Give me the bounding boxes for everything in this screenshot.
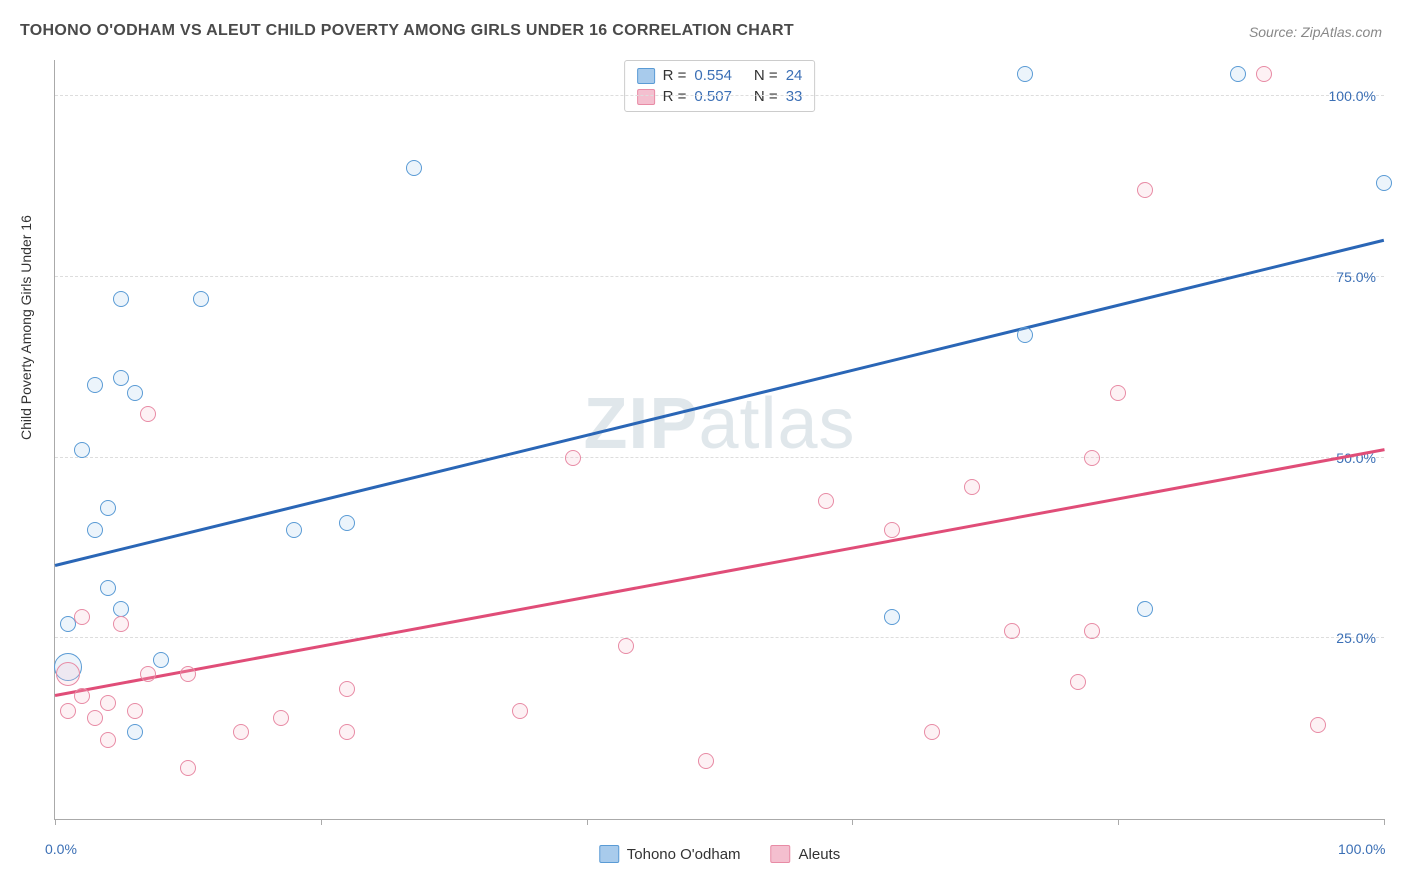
scatter-point: [100, 500, 116, 516]
n-value-series2: 33: [786, 88, 803, 105]
x-tick-mark: [55, 819, 56, 825]
x-tick-mark: [852, 819, 853, 825]
scatter-point: [339, 681, 355, 697]
trend-line: [55, 238, 1385, 566]
legend-item-series2: Aleuts: [771, 845, 841, 863]
x-tick-mark: [321, 819, 322, 825]
scatter-point: [565, 450, 581, 466]
scatter-point: [127, 724, 143, 740]
scatter-point: [1084, 623, 1100, 639]
scatter-point: [113, 291, 129, 307]
x-tick-mark: [1384, 819, 1385, 825]
x-tick-label: 100.0%: [1338, 841, 1385, 857]
gridline: [55, 276, 1384, 277]
r-label: R =: [663, 88, 687, 105]
legend-item-series1: Tohono O'odham: [599, 845, 741, 863]
scatter-point: [818, 493, 834, 509]
scatter-point: [698, 753, 714, 769]
scatter-point: [1084, 450, 1100, 466]
scatter-point: [153, 652, 169, 668]
n-label: N =: [754, 67, 778, 84]
scatter-point: [233, 724, 249, 740]
scatter-point: [100, 732, 116, 748]
scatter-point: [100, 695, 116, 711]
y-tick-label: 75.0%: [1336, 269, 1376, 285]
legend-swatch-series2: [771, 845, 791, 863]
scatter-point: [1017, 66, 1033, 82]
legend-stats-row-2: R = 0.507 N = 33: [637, 86, 803, 107]
n-value-series1: 24: [786, 67, 803, 84]
scatter-point: [74, 609, 90, 625]
scatter-point: [884, 609, 900, 625]
scatter-point: [339, 515, 355, 531]
scatter-point: [884, 522, 900, 538]
source-attribution: Source: ZipAtlas.com: [1249, 24, 1382, 40]
scatter-point: [1137, 182, 1153, 198]
scatter-point: [1110, 385, 1126, 401]
scatter-point: [193, 291, 209, 307]
scatter-point: [113, 616, 129, 632]
watermark-atlas: atlas: [698, 384, 855, 464]
scatter-point: [512, 703, 528, 719]
scatter-point: [87, 710, 103, 726]
scatter-point: [1256, 66, 1272, 82]
legend-swatch-series1: [599, 845, 619, 863]
scatter-point: [180, 760, 196, 776]
scatter-point: [127, 703, 143, 719]
legend-stats: R = 0.554 N = 24 R = 0.507 N = 33: [624, 60, 816, 112]
scatter-point: [113, 370, 129, 386]
trend-line: [55, 448, 1384, 696]
y-tick-label: 100.0%: [1329, 88, 1376, 104]
scatter-point: [56, 662, 80, 686]
scatter-point: [140, 666, 156, 682]
scatter-point: [1004, 623, 1020, 639]
legend-swatch-series2: [637, 89, 655, 105]
r-value-series2: 0.507: [694, 88, 732, 105]
gridline: [55, 637, 1384, 638]
scatter-point: [1017, 327, 1033, 343]
scatter-point: [339, 724, 355, 740]
scatter-point: [1230, 66, 1246, 82]
legend-stats-row-1: R = 0.554 N = 24: [637, 65, 803, 86]
n-label: N =: [754, 88, 778, 105]
scatter-point: [924, 724, 940, 740]
scatter-point: [100, 580, 116, 596]
r-value-series1: 0.554: [694, 67, 732, 84]
legend-series: Tohono O'odham Aleuts: [599, 845, 840, 863]
scatter-point: [1070, 674, 1086, 690]
scatter-point: [60, 703, 76, 719]
y-axis-label: Child Poverty Among Girls Under 16: [18, 215, 34, 440]
gridline: [55, 457, 1384, 458]
r-label: R =: [663, 67, 687, 84]
scatter-point: [406, 160, 422, 176]
scatter-point: [964, 479, 980, 495]
legend-swatch-series1: [637, 68, 655, 84]
scatter-point: [140, 406, 156, 422]
scatter-point: [87, 522, 103, 538]
scatter-point: [1376, 175, 1392, 191]
gridline: [55, 95, 1384, 96]
x-tick-mark: [1118, 819, 1119, 825]
scatter-point: [87, 377, 103, 393]
chart-title: TOHONO O'ODHAM VS ALEUT CHILD POVERTY AM…: [20, 22, 794, 40]
legend-label-series2: Aleuts: [799, 846, 841, 863]
scatter-point: [74, 442, 90, 458]
x-tick-label: 0.0%: [45, 841, 77, 857]
x-tick-mark: [587, 819, 588, 825]
scatter-point: [286, 522, 302, 538]
scatter-point: [180, 666, 196, 682]
watermark-zip: ZIP: [583, 384, 698, 464]
y-tick-label: 25.0%: [1336, 630, 1376, 646]
legend-label-series1: Tohono O'odham: [627, 846, 741, 863]
scatter-point: [127, 385, 143, 401]
scatter-plot-area: ZIPatlas R = 0.554 N = 24 R = 0.507 N = …: [54, 60, 1384, 820]
scatter-point: [1137, 601, 1153, 617]
scatter-point: [618, 638, 634, 654]
scatter-point: [1310, 717, 1326, 733]
scatter-point: [273, 710, 289, 726]
scatter-point: [74, 688, 90, 704]
